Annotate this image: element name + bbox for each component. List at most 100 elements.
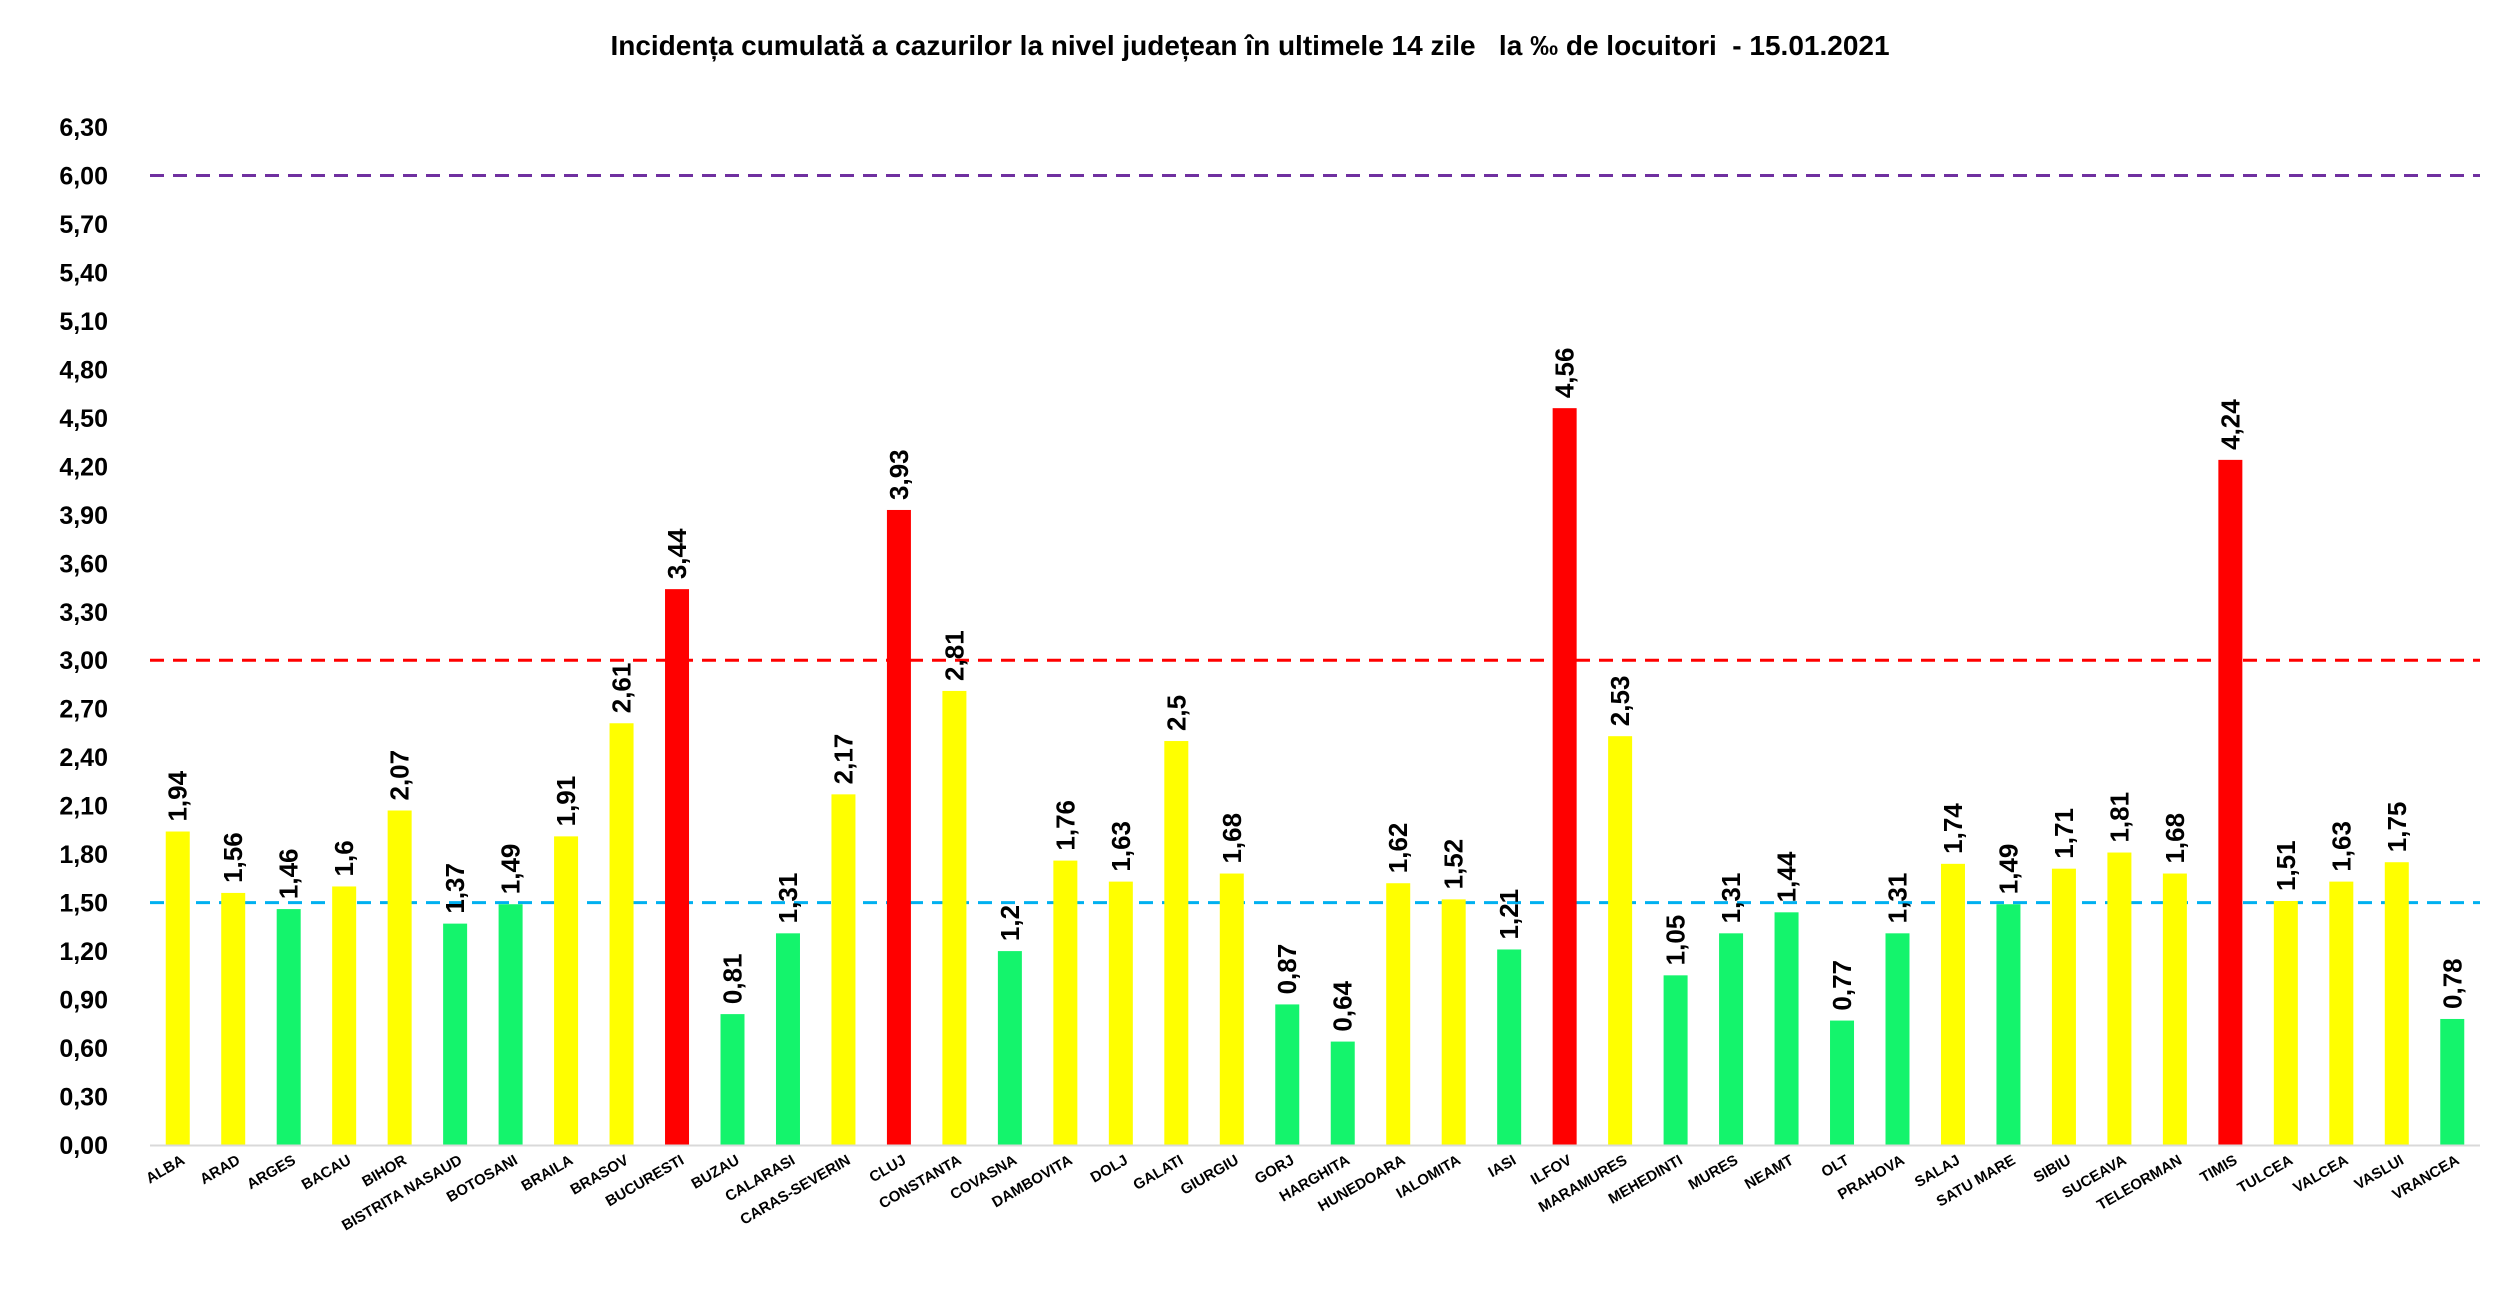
x-tick-label: TIMIS: [2197, 1152, 2240, 1187]
bar: [942, 690, 967, 1145]
y-tick-label: 3,60: [59, 550, 108, 578]
data-label: 1,31: [1716, 873, 1746, 924]
x-tick-label: CLUJ: [867, 1152, 909, 1186]
data-label: 2,5: [1161, 695, 1191, 731]
bar: [1830, 1020, 1855, 1145]
bar: [165, 831, 190, 1145]
bar: [1719, 933, 1744, 1145]
bar: [498, 904, 523, 1145]
data-label: 1,63: [2326, 821, 2356, 872]
data-label: 0,87: [1272, 944, 1302, 995]
x-tick-label: DOLJ: [1088, 1152, 1131, 1187]
y-tick-label: 1,80: [59, 841, 108, 869]
data-label: 1,05: [1661, 915, 1691, 966]
data-label: 1,44: [1772, 851, 1802, 902]
data-labels: 1,94 1,56 1,46 1,6 2,07 1,37 1,49 1,91 2,61 3,44 0…: [163, 348, 2468, 1032]
bar: [332, 886, 357, 1145]
data-label: 1,2: [995, 905, 1025, 941]
y-tick-label: 6,00: [59, 162, 108, 190]
x-tick-label: ARAD: [197, 1152, 243, 1188]
x-tick-label: ALBA: [143, 1152, 188, 1188]
bar: [720, 1014, 745, 1145]
x-tick-label: BACAU: [299, 1152, 354, 1194]
data-label: 1,81: [2104, 792, 2134, 843]
bar: [1885, 933, 1910, 1145]
y-tick-label: 0,00: [59, 1132, 108, 1160]
bar: [1219, 873, 1244, 1145]
data-label: 1,68: [2160, 813, 2190, 864]
bar: [1053, 860, 1078, 1145]
data-label: 2,53: [1605, 676, 1635, 727]
data-label: 1,31: [773, 873, 803, 924]
bar: [2273, 901, 2298, 1145]
bar: [2440, 1018, 2465, 1145]
y-tick-label: 3,90: [59, 502, 108, 530]
data-label: 1,76: [1050, 800, 1080, 851]
data-label: 2,17: [828, 734, 858, 785]
y-tick-label: 0,90: [59, 987, 108, 1015]
y-tick-label: 1,50: [59, 890, 108, 918]
y-tick-label: 2,10: [59, 793, 108, 821]
bar: [665, 589, 690, 1145]
bar: [276, 909, 301, 1145]
x-tick-label: GIURGIU: [1178, 1152, 1242, 1199]
y-tick-label: 5,10: [59, 308, 108, 336]
data-label: 3,93: [884, 449, 914, 500]
bar: [1330, 1041, 1355, 1145]
data-label: 1,49: [496, 844, 526, 895]
data-label: 0,78: [2437, 958, 2467, 1009]
data-label: 1,91: [551, 776, 581, 827]
data-label: 3,44: [662, 528, 692, 579]
data-label: 1,6: [329, 840, 359, 876]
x-tick-label: ARGES: [244, 1152, 299, 1193]
y-tick-label: 6,30: [59, 114, 108, 142]
bar: [443, 923, 468, 1145]
data-label: 1,49: [1993, 844, 2023, 895]
y-tick-label: 2,70: [59, 696, 108, 724]
bar: [1386, 883, 1411, 1145]
bar: [1940, 863, 1965, 1145]
bar: [1441, 899, 1466, 1145]
data-label: 1,52: [1439, 839, 1469, 890]
bar: [2384, 862, 2409, 1145]
y-tick-label: 2,40: [59, 744, 108, 772]
data-label: 0,64: [1328, 980, 1358, 1031]
x-tick-label: TULCEA: [2235, 1152, 2296, 1197]
y-tick-label: 3,00: [59, 647, 108, 675]
y-tick-label: 3,30: [59, 599, 108, 627]
x-tick-label: BRAILA: [518, 1152, 576, 1195]
y-tick-label: 0,30: [59, 1084, 108, 1112]
bar: [1552, 408, 1577, 1146]
data-label: 2,61: [607, 663, 637, 714]
y-axis: 0,00 0,30 0,60 0,90 1,20 1,50 1,80 2,10 2,40 2,70…: [59, 114, 108, 1160]
bar: [2051, 868, 2076, 1145]
y-tick-label: 0,60: [59, 1035, 108, 1063]
bar: [886, 509, 911, 1145]
bar: [1663, 975, 1688, 1145]
bar: [1774, 912, 1799, 1145]
data-label: 1,68: [1217, 813, 1247, 864]
bar: [831, 794, 856, 1145]
data-label: 1,31: [1883, 873, 1913, 924]
bar: [775, 933, 800, 1145]
data-label: 1,74: [1938, 803, 1968, 854]
y-tick-label: 4,50: [59, 405, 108, 433]
data-label: 4,56: [1550, 348, 1580, 399]
bars: [165, 408, 2465, 1146]
x-tick-label: SIBIU: [2031, 1152, 2074, 1187]
data-label: 1,63: [1106, 821, 1136, 872]
data-label: 0,81: [718, 954, 748, 1005]
y-tick-label: 1,20: [59, 938, 108, 966]
data-label: 4,24: [2215, 399, 2245, 450]
bar: [1497, 949, 1522, 1145]
data-label: 1,37: [440, 863, 470, 914]
bar: [2329, 881, 2354, 1145]
bar: [1608, 736, 1633, 1145]
y-tick-label: 5,70: [59, 211, 108, 239]
bar: [387, 810, 412, 1145]
data-label: 1,46: [274, 848, 304, 899]
bar: [2162, 873, 2187, 1145]
bar: [1275, 1004, 1300, 1145]
